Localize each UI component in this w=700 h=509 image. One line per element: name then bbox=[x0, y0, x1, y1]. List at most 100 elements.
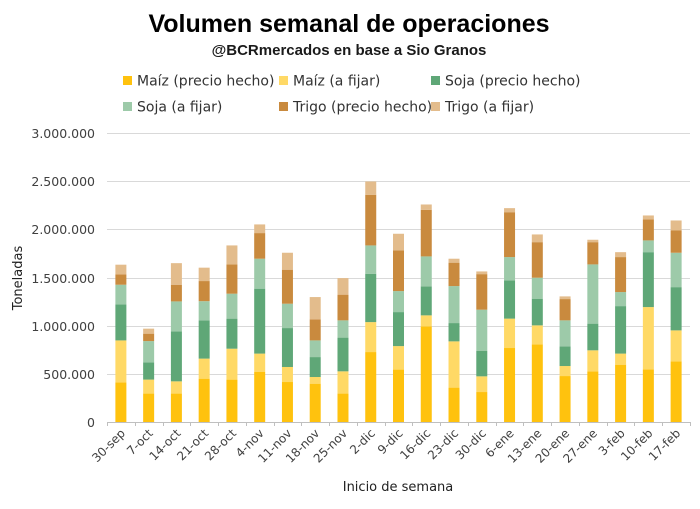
bar-stack-30-sep bbox=[115, 264, 127, 422]
bar-segment bbox=[504, 318, 516, 349]
bar-segment bbox=[670, 220, 682, 231]
bar-segment bbox=[476, 392, 488, 422]
bar-segment bbox=[670, 361, 682, 422]
legend-marker bbox=[279, 76, 288, 85]
bar-segment bbox=[281, 328, 293, 367]
bar-segment bbox=[448, 387, 460, 422]
bar-segment bbox=[615, 292, 627, 307]
bar-stack-14-oct bbox=[170, 263, 182, 422]
bar-segment bbox=[615, 257, 627, 293]
bar-segment bbox=[337, 371, 349, 394]
x-tick-label: 30-dic bbox=[453, 426, 489, 462]
bar-segment bbox=[143, 362, 155, 380]
bar-segment bbox=[115, 340, 127, 383]
bar-stack-18-nov bbox=[309, 297, 321, 422]
bar-segment bbox=[254, 233, 266, 259]
bar-segment bbox=[365, 322, 377, 353]
bar-segment bbox=[531, 277, 543, 299]
bar-segment bbox=[170, 284, 182, 302]
bar-segment bbox=[226, 318, 238, 349]
bar-segment bbox=[615, 306, 627, 354]
bar-stack-11-nov bbox=[281, 252, 293, 422]
y-tick-label: 0 bbox=[87, 415, 95, 430]
bar-segment bbox=[143, 393, 155, 422]
bar-segment bbox=[365, 245, 377, 274]
bar-segment bbox=[587, 371, 599, 422]
bar-segment bbox=[337, 337, 349, 372]
bar-segment bbox=[420, 286, 432, 316]
bar-segment bbox=[559, 346, 571, 367]
x-tick-label: 16-dic bbox=[397, 426, 433, 462]
bar-segment bbox=[170, 301, 182, 332]
bar-segment bbox=[476, 271, 488, 275]
bar-segment bbox=[198, 378, 210, 422]
bar-segment bbox=[476, 376, 488, 393]
bar-segment bbox=[448, 341, 460, 388]
x-axis-ticks: 30-sep7-oct14-oct21-oct28-oct4-nov11-nov… bbox=[89, 426, 683, 466]
bar-segment bbox=[281, 366, 293, 383]
x-axis bbox=[107, 422, 691, 426]
bar-segment bbox=[337, 294, 349, 321]
bar-segment bbox=[476, 274, 488, 310]
bar-segment bbox=[115, 382, 127, 422]
legend-label: Maíz (a fijar) bbox=[293, 74, 380, 90]
bar-segment bbox=[642, 215, 654, 220]
bar-segment bbox=[420, 209, 432, 257]
bar-segment bbox=[198, 281, 210, 302]
bar-segment bbox=[615, 364, 627, 422]
bar-segment bbox=[670, 287, 682, 331]
bar-segment bbox=[254, 258, 266, 289]
bar-segment bbox=[226, 348, 238, 380]
legend-marker bbox=[431, 76, 440, 85]
bar-segment bbox=[143, 333, 155, 342]
bars bbox=[115, 181, 682, 422]
bar-segment bbox=[254, 353, 266, 372]
bar-segment bbox=[504, 280, 516, 319]
bar-segment bbox=[531, 234, 543, 243]
bar-segment bbox=[642, 219, 654, 241]
y-axis-label: Toneladas bbox=[11, 246, 26, 312]
bar-segment bbox=[559, 299, 571, 321]
bar-segment bbox=[587, 323, 599, 351]
bar-stack-6-ene bbox=[504, 208, 516, 422]
bar-segment bbox=[393, 346, 404, 370]
bar-segment bbox=[309, 357, 321, 378]
bar-segment bbox=[198, 320, 210, 359]
bar-segment bbox=[115, 284, 127, 305]
legend-marker bbox=[431, 102, 440, 111]
bar-segment bbox=[393, 250, 404, 292]
bar-segment bbox=[504, 212, 516, 258]
chart-subtitle: @BCRmercados en base a Sio Granos bbox=[212, 42, 487, 59]
bar-segment bbox=[531, 325, 543, 345]
bar-segment bbox=[309, 297, 321, 320]
bar-segment bbox=[170, 331, 182, 382]
bar-stack-3-feb bbox=[615, 252, 627, 422]
bar-segment bbox=[448, 258, 460, 263]
bar-segment bbox=[420, 204, 432, 210]
bar-segment bbox=[420, 256, 432, 287]
bar-segment bbox=[254, 372, 266, 422]
bar-segment bbox=[448, 286, 460, 324]
bar-segment bbox=[559, 366, 571, 377]
legend-label: Trigo (a fijar) bbox=[444, 100, 534, 116]
bar-segment bbox=[337, 278, 349, 295]
bar-segment bbox=[642, 369, 654, 422]
bar-segment bbox=[393, 369, 404, 422]
bar-segment bbox=[531, 242, 543, 278]
bar-stack-16-dic bbox=[420, 204, 432, 422]
bar-stack-30-dic bbox=[476, 271, 488, 422]
bar-segment bbox=[670, 230, 682, 253]
bar-segment bbox=[281, 252, 293, 270]
bar-stack-25-nov bbox=[337, 278, 349, 422]
bar-segment bbox=[115, 274, 127, 285]
y-tick-label: 2.000.000 bbox=[31, 222, 95, 237]
bar-segment bbox=[393, 233, 404, 251]
bar-stack-2-dic bbox=[365, 181, 377, 422]
chart-title: Volumen semanal de operaciones bbox=[148, 10, 549, 38]
y-tick-label: 2.500.000 bbox=[31, 174, 95, 189]
bar-segment bbox=[476, 309, 488, 352]
bar-segment bbox=[476, 351, 488, 377]
bar-segment bbox=[587, 264, 599, 324]
bar-stack-20-ene bbox=[559, 296, 571, 422]
bar-segment bbox=[198, 301, 210, 321]
